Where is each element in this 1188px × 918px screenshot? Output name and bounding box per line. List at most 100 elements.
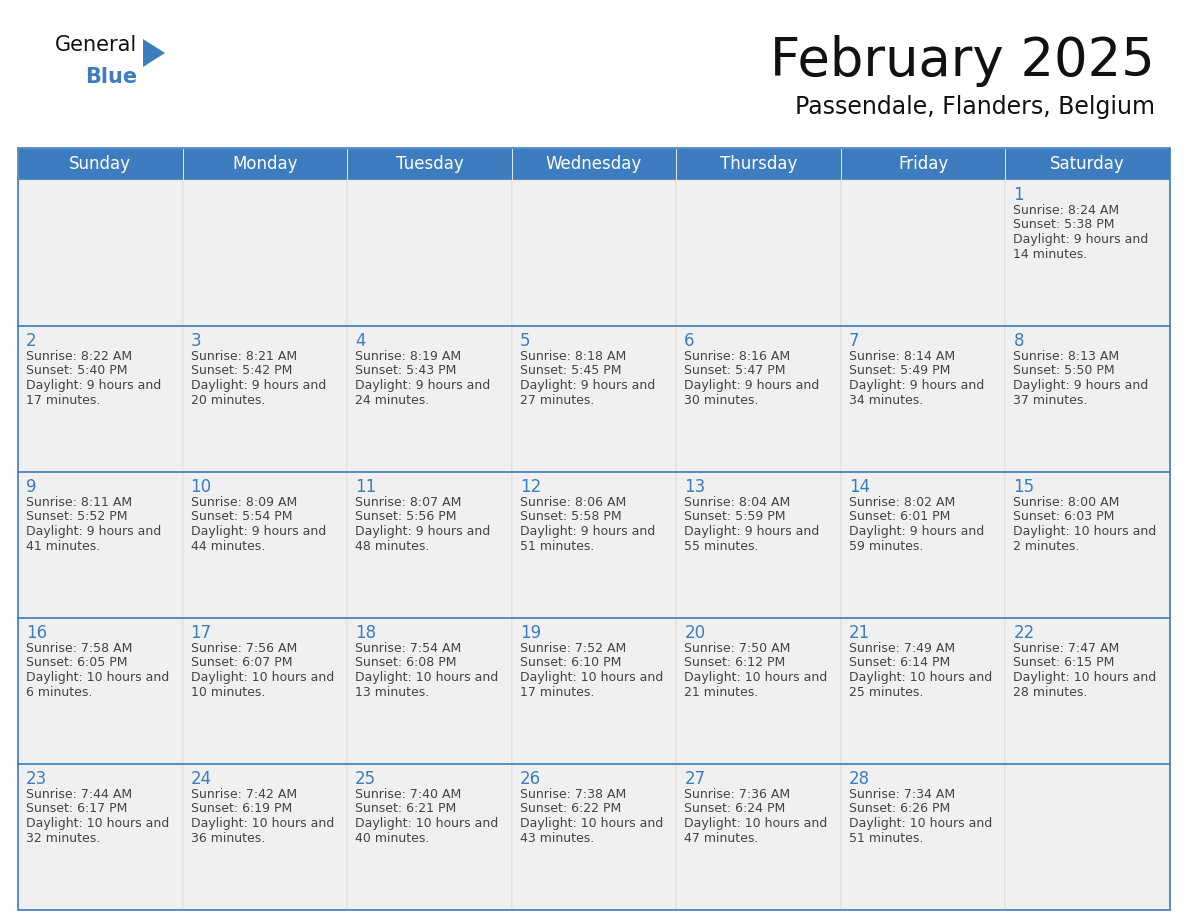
Text: 44 minutes.: 44 minutes.	[190, 540, 265, 553]
Text: 28 minutes.: 28 minutes.	[1013, 686, 1088, 699]
Text: Sunrise: 8:14 AM: Sunrise: 8:14 AM	[849, 350, 955, 363]
Text: Sunset: 6:01 PM: Sunset: 6:01 PM	[849, 510, 950, 523]
Text: February 2025: February 2025	[770, 35, 1155, 87]
Bar	[512, 764, 676, 910]
Text: 17 minutes.: 17 minutes.	[519, 686, 594, 699]
Bar	[347, 148, 512, 180]
Text: 48 minutes.: 48 minutes.	[355, 540, 430, 553]
Text: 40 minutes.: 40 minutes.	[355, 832, 430, 845]
Text: Sunset: 6:10 PM: Sunset: 6:10 PM	[519, 656, 621, 669]
Text: Sunrise: 7:50 AM: Sunrise: 7:50 AM	[684, 642, 791, 655]
Text: 55 minutes.: 55 minutes.	[684, 540, 759, 553]
Text: Daylight: 9 hours and: Daylight: 9 hours and	[355, 379, 491, 392]
Bar	[676, 764, 841, 910]
Text: Sunset: 5:43 PM: Sunset: 5:43 PM	[355, 364, 456, 377]
Text: 14 minutes.: 14 minutes.	[1013, 248, 1088, 261]
Text: Sunrise: 8:19 AM: Sunrise: 8:19 AM	[355, 350, 461, 363]
Text: Sunset: 5:42 PM: Sunset: 5:42 PM	[190, 364, 292, 377]
Text: 36 minutes.: 36 minutes.	[190, 832, 265, 845]
Bar	[347, 180, 512, 326]
Text: Sunset: 5:45 PM: Sunset: 5:45 PM	[519, 364, 621, 377]
Bar	[347, 472, 512, 618]
Bar	[1005, 180, 1170, 326]
Bar	[18, 180, 183, 326]
Text: 30 minutes.: 30 minutes.	[684, 394, 759, 407]
Text: 34 minutes.: 34 minutes.	[849, 394, 923, 407]
Text: Sunrise: 8:22 AM: Sunrise: 8:22 AM	[26, 350, 132, 363]
Text: 51 minutes.: 51 minutes.	[849, 832, 923, 845]
Text: Sunset: 5:40 PM: Sunset: 5:40 PM	[26, 364, 127, 377]
Text: 24 minutes.: 24 minutes.	[355, 394, 429, 407]
Text: Sunset: 6:15 PM: Sunset: 6:15 PM	[1013, 656, 1114, 669]
Text: 20 minutes.: 20 minutes.	[190, 394, 265, 407]
Text: Sunrise: 7:42 AM: Sunrise: 7:42 AM	[190, 788, 297, 801]
Text: Daylight: 10 hours and: Daylight: 10 hours and	[1013, 525, 1157, 538]
Bar	[1005, 472, 1170, 618]
Text: Monday: Monday	[232, 155, 298, 173]
Text: Sunrise: 8:00 AM: Sunrise: 8:00 AM	[1013, 496, 1120, 509]
Text: 20: 20	[684, 624, 706, 642]
Text: 59 minutes.: 59 minutes.	[849, 540, 923, 553]
Bar	[676, 618, 841, 764]
Text: Daylight: 10 hours and: Daylight: 10 hours and	[355, 671, 499, 684]
Text: Daylight: 10 hours and: Daylight: 10 hours and	[190, 817, 334, 830]
Text: 3: 3	[190, 332, 201, 350]
Bar	[183, 618, 347, 764]
Bar	[841, 326, 1005, 472]
Text: 43 minutes.: 43 minutes.	[519, 832, 594, 845]
Bar	[18, 472, 183, 618]
Text: Sunset: 5:52 PM: Sunset: 5:52 PM	[26, 510, 127, 523]
Bar	[676, 326, 841, 472]
Text: Daylight: 9 hours and: Daylight: 9 hours and	[849, 379, 984, 392]
Text: Sunset: 5:54 PM: Sunset: 5:54 PM	[190, 510, 292, 523]
Text: Daylight: 9 hours and: Daylight: 9 hours and	[684, 525, 820, 538]
Text: 10: 10	[190, 478, 211, 496]
Text: Daylight: 10 hours and: Daylight: 10 hours and	[1013, 671, 1157, 684]
Text: 22: 22	[1013, 624, 1035, 642]
Text: Blue: Blue	[86, 67, 137, 87]
Text: 26: 26	[519, 770, 541, 788]
Text: Sunset: 6:03 PM: Sunset: 6:03 PM	[1013, 510, 1114, 523]
Bar	[18, 148, 183, 180]
Text: Daylight: 10 hours and: Daylight: 10 hours and	[190, 671, 334, 684]
Text: Sunset: 6:26 PM: Sunset: 6:26 PM	[849, 802, 950, 815]
Text: Sunset: 6:21 PM: Sunset: 6:21 PM	[355, 802, 456, 815]
Bar	[183, 180, 347, 326]
Text: 25: 25	[355, 770, 377, 788]
Text: Daylight: 9 hours and: Daylight: 9 hours and	[355, 525, 491, 538]
Text: Sunrise: 7:56 AM: Sunrise: 7:56 AM	[190, 642, 297, 655]
Text: Sunrise: 8:02 AM: Sunrise: 8:02 AM	[849, 496, 955, 509]
Text: Wednesday: Wednesday	[545, 155, 643, 173]
Text: Friday: Friday	[898, 155, 948, 173]
Text: Thursday: Thursday	[720, 155, 797, 173]
Text: Sunset: 5:49 PM: Sunset: 5:49 PM	[849, 364, 950, 377]
Bar	[183, 472, 347, 618]
Text: Sunset: 6:24 PM: Sunset: 6:24 PM	[684, 802, 785, 815]
Text: Sunrise: 7:34 AM: Sunrise: 7:34 AM	[849, 788, 955, 801]
Text: Sunset: 5:59 PM: Sunset: 5:59 PM	[684, 510, 785, 523]
Bar	[1005, 148, 1170, 180]
Bar	[512, 148, 676, 180]
Text: Sunrise: 7:47 AM: Sunrise: 7:47 AM	[1013, 642, 1119, 655]
Text: Daylight: 9 hours and: Daylight: 9 hours and	[1013, 233, 1149, 246]
Text: 4: 4	[355, 332, 366, 350]
Text: Daylight: 10 hours and: Daylight: 10 hours and	[684, 671, 828, 684]
Text: Sunrise: 8:18 AM: Sunrise: 8:18 AM	[519, 350, 626, 363]
Text: Daylight: 9 hours and: Daylight: 9 hours and	[190, 525, 326, 538]
Text: Daylight: 10 hours and: Daylight: 10 hours and	[684, 817, 828, 830]
Text: Saturday: Saturday	[1050, 155, 1125, 173]
Text: 27 minutes.: 27 minutes.	[519, 394, 594, 407]
Bar	[347, 618, 512, 764]
Bar	[347, 764, 512, 910]
Text: Daylight: 9 hours and: Daylight: 9 hours and	[519, 379, 655, 392]
Text: Daylight: 10 hours and: Daylight: 10 hours and	[26, 817, 169, 830]
Text: Sunrise: 8:16 AM: Sunrise: 8:16 AM	[684, 350, 790, 363]
Text: Sunrise: 8:04 AM: Sunrise: 8:04 AM	[684, 496, 790, 509]
Bar	[183, 764, 347, 910]
Text: Sunrise: 8:13 AM: Sunrise: 8:13 AM	[1013, 350, 1119, 363]
Text: 32 minutes.: 32 minutes.	[26, 832, 100, 845]
Text: Sunrise: 7:58 AM: Sunrise: 7:58 AM	[26, 642, 132, 655]
Text: Sunday: Sunday	[69, 155, 132, 173]
Text: 2 minutes.: 2 minutes.	[1013, 540, 1080, 553]
Text: Sunrise: 8:21 AM: Sunrise: 8:21 AM	[190, 350, 297, 363]
